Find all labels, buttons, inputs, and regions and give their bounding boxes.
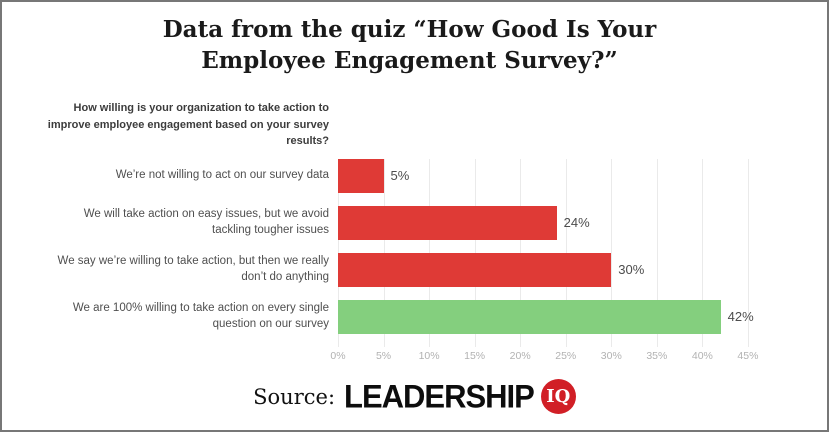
bar xyxy=(338,299,721,334)
value-label: 5% xyxy=(390,168,410,184)
x-axis-tick: 5% xyxy=(375,349,392,362)
chart-title: Data from the quiz “How Good Is Your Emp… xyxy=(36,14,783,76)
x-axis-tick: 20% xyxy=(509,349,531,362)
bar-plot-area: 5% xyxy=(338,158,817,193)
iq-logo-badge: IQ xyxy=(540,379,576,415)
bar-row: We are 100% willing to take action on ev… xyxy=(46,299,817,334)
survey-question: How willing is your organization to take… xyxy=(47,102,329,148)
category-label: We will take action on easy issues, but … xyxy=(83,208,329,236)
value-label: 24% xyxy=(563,215,590,231)
bar xyxy=(338,158,384,193)
bar-row: We’re not willing to act on our survey d… xyxy=(46,158,817,193)
chart-title-line2: Employee Engagement Survey?” xyxy=(201,47,618,75)
source-label: Source: xyxy=(253,384,336,409)
x-axis-tick: 0% xyxy=(330,349,346,362)
value-label: 42% xyxy=(727,309,754,325)
source-line: Source: LEADERSHIP IQ xyxy=(12,377,817,415)
bar-plot-area: 24% xyxy=(338,205,817,240)
bar-row: We will take action on easy issues, but … xyxy=(46,205,817,240)
bar-row: We say we’re willing to take action, but… xyxy=(46,252,817,287)
x-axis: 0% 5% 10% 15% 20% 25% 30% 35% 40% 45% xyxy=(330,347,817,365)
bar-plot-area: 30% xyxy=(338,252,817,287)
x-axis-tick: 25% xyxy=(555,349,577,362)
x-axis-tick: 35% xyxy=(646,349,668,362)
bar-plot-area: 42% xyxy=(338,299,817,334)
bar-chart: We’re not willing to act on our survey d… xyxy=(46,158,817,365)
x-axis-tick: 10% xyxy=(418,349,440,362)
chart-title-line1: Data from the quiz “How Good Is Your xyxy=(162,16,657,43)
chart-rows: We’re not willing to act on our survey d… xyxy=(46,158,817,334)
category-label: We’re not willing to act on our survey d… xyxy=(115,168,329,181)
category-label: We are 100% willing to take action on ev… xyxy=(72,302,329,330)
leadershipiq-wordmark: LEADERSHIP xyxy=(344,377,535,415)
x-axis-tick: 40% xyxy=(691,349,713,362)
bar xyxy=(338,205,557,240)
x-axis-tick: 15% xyxy=(464,349,486,362)
category-label: We say we’re willing to take action, but… xyxy=(57,255,329,283)
value-label: 30% xyxy=(618,262,645,278)
x-axis-tick: 30% xyxy=(600,349,622,362)
bar xyxy=(338,252,612,287)
x-axis-tick: 45% xyxy=(737,349,759,362)
